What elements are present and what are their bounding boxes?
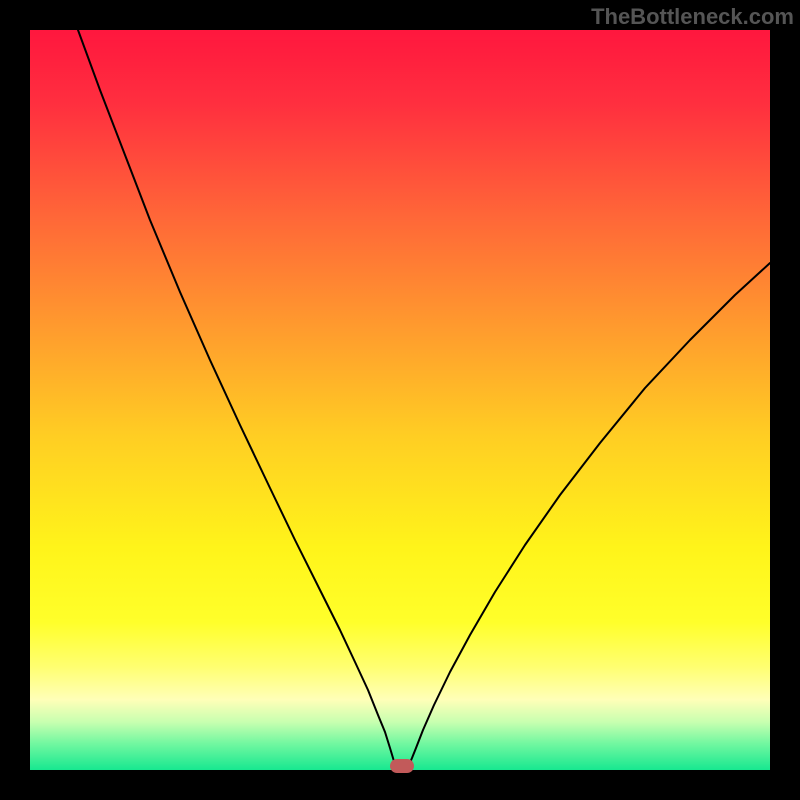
curve-layer bbox=[30, 30, 770, 770]
watermark-text: TheBottleneck.com bbox=[591, 4, 794, 30]
plot-area bbox=[30, 30, 770, 770]
bottleneck-curve bbox=[78, 30, 770, 765]
chart-frame: TheBottleneck.com bbox=[0, 0, 800, 800]
minimum-marker bbox=[390, 759, 414, 773]
